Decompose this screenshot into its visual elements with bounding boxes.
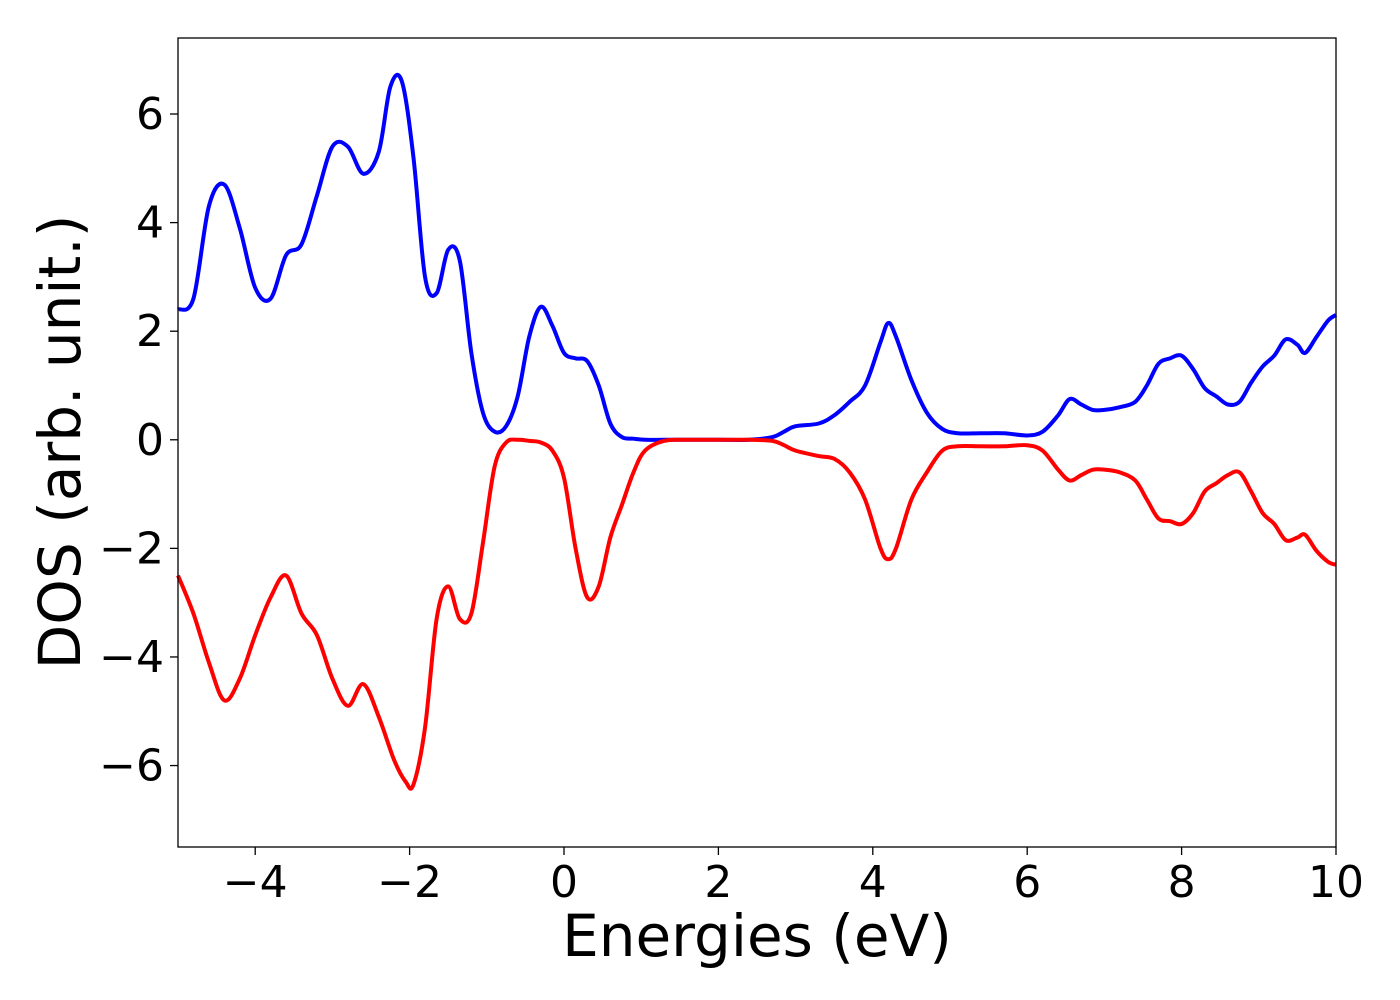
x-tick-label: 4 [859, 857, 887, 908]
y-tick-label: −2 [99, 523, 164, 574]
y-tick-label: 2 [136, 306, 164, 357]
dos-series-line-2 [176, 437, 1337, 791]
y-tick-label: 6 [136, 89, 164, 140]
y-tick-label: −6 [99, 741, 164, 792]
x-tick-label: 6 [1013, 857, 1041, 908]
x-axis-label: Energies (eV) [562, 902, 952, 970]
y-tick-label: −4 [99, 632, 164, 683]
plot-area [178, 38, 1336, 847]
y-tick-label: 4 [136, 198, 164, 249]
x-tick-label: −4 [223, 857, 288, 908]
y-tick-label: 0 [136, 415, 164, 466]
x-tick-label: 0 [550, 857, 578, 908]
series-layer [176, 72, 1338, 791]
plot-frame [177, 37, 1337, 848]
x-tick-label: 10 [1308, 857, 1364, 908]
y-axis-label: DOS (arb. unit.) [26, 215, 94, 670]
x-axis-ticks: −4 −2 0 2 4 6 8 10 [223, 847, 1364, 908]
x-tick-label: 2 [704, 857, 732, 908]
x-tick-label: 8 [1168, 857, 1196, 908]
y-axis-ticks: −6 −4 −2 0 2 4 6 [99, 89, 178, 792]
x-tick-label: −2 [377, 857, 442, 908]
dos-series-line-1 [176, 72, 1338, 442]
